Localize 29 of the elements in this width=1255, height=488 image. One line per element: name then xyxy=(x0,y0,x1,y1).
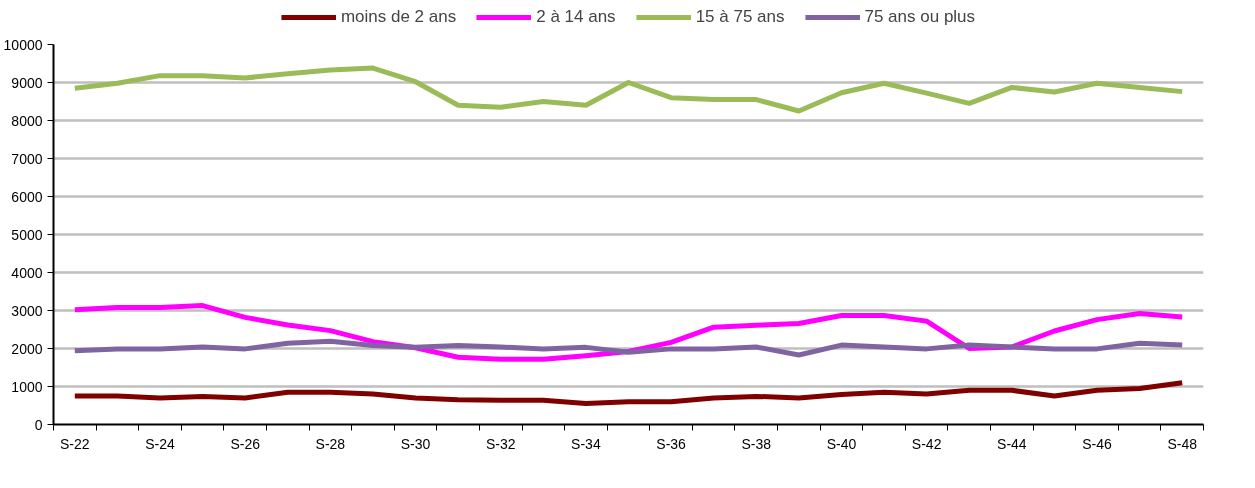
legend-label: moins de 2 ans xyxy=(340,7,457,27)
x-tick-label: S-40 xyxy=(826,435,857,452)
x-tick-label: S-26 xyxy=(230,435,261,452)
y-tick-label: 5000 xyxy=(11,226,43,243)
legend-label: 75 ans ou plus xyxy=(864,7,976,27)
x-tick-label: S-28 xyxy=(315,435,346,452)
legend-label: 15 à 75 ans xyxy=(695,7,785,27)
y-tick-label: 10000 xyxy=(3,36,43,53)
y-tick-label: 0 xyxy=(34,416,43,433)
x-tick-label: S-44 xyxy=(997,435,1027,452)
y-tick-label: 6000 xyxy=(11,188,43,205)
x-tick-label: S-34 xyxy=(571,435,601,452)
x-tick-label: S-46 xyxy=(1082,435,1113,452)
x-tick-label: S-30 xyxy=(400,435,431,452)
y-tick-label: 8000 xyxy=(11,112,43,129)
x-tick-label: S-36 xyxy=(656,435,687,452)
y-tick-label: 1000 xyxy=(11,378,43,395)
y-tick-label: 3000 xyxy=(11,302,43,319)
y-tick-label: 7000 xyxy=(11,150,43,167)
x-tick-label: S-32 xyxy=(485,435,516,452)
y-tick-label: 2000 xyxy=(11,340,43,357)
y-tick-label: 9000 xyxy=(11,74,43,91)
x-tick-label: S-42 xyxy=(911,435,942,452)
x-tick-label: S-38 xyxy=(741,435,772,452)
x-tick-label: S-48 xyxy=(1167,435,1198,452)
legend-label: 2 à 14 ans xyxy=(536,7,616,27)
x-tick-label: S-22 xyxy=(60,435,90,452)
y-tick-label: 4000 xyxy=(11,264,43,281)
x-tick-label: S-24 xyxy=(145,435,175,452)
